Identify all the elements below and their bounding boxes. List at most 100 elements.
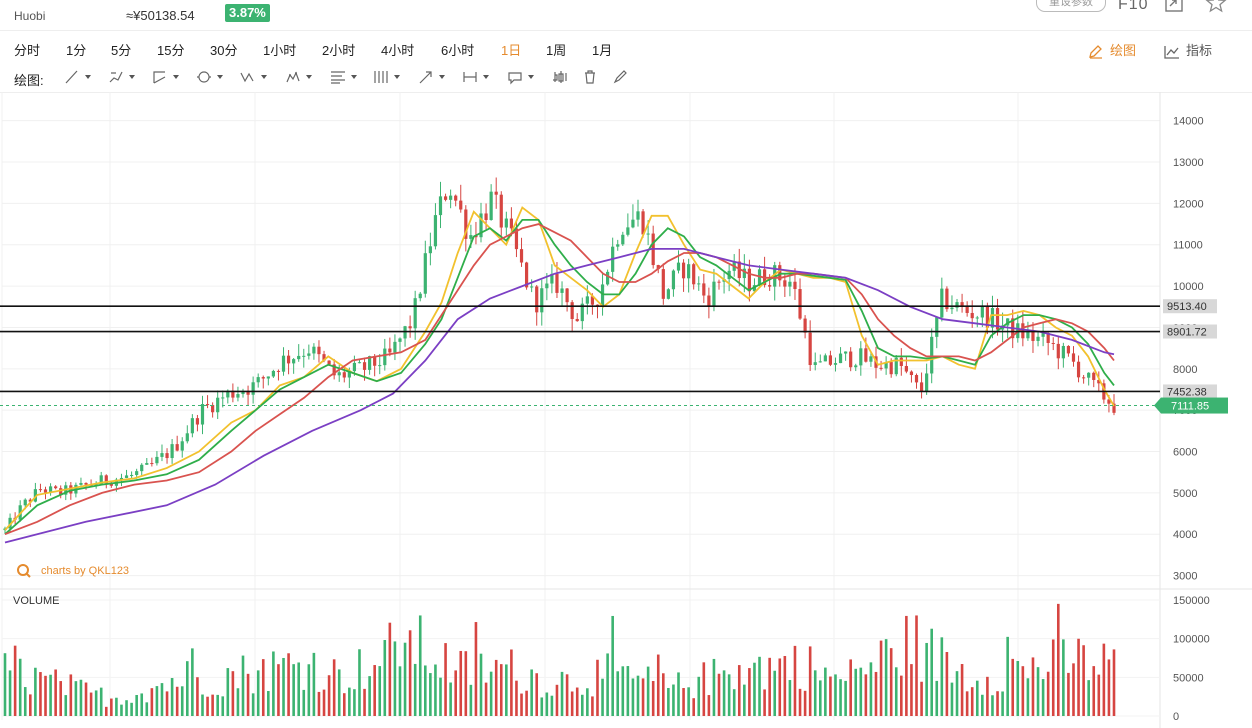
arrow-tool-icon[interactable] (418, 69, 448, 85)
volume-bar (484, 682, 488, 716)
volume-bar (1062, 639, 1065, 716)
volume-bar (824, 667, 827, 716)
volume-bar (479, 653, 483, 716)
candle-body (342, 372, 346, 378)
volume-bar (44, 675, 47, 716)
volume-bar (773, 670, 777, 716)
candle-body (251, 382, 255, 395)
volume-bar (104, 706, 108, 716)
volume-bar (1021, 666, 1025, 716)
candlestick-chart[interactable]: 3000400050006000700080009000100001100012… (0, 92, 1252, 728)
volume-bar (813, 670, 817, 716)
brush-icon[interactable] (612, 69, 628, 85)
wave-tool-icon[interactable] (240, 69, 270, 85)
candle-body (570, 302, 574, 320)
period-tab-2[interactable]: 5分 (111, 43, 132, 58)
f10-button[interactable]: F10 (1118, 0, 1149, 13)
volume-bar (894, 667, 898, 716)
volume-bar (79, 679, 83, 716)
candle-body (388, 348, 392, 353)
period-tab-8[interactable]: 6小时 (441, 43, 475, 58)
volume-bar (140, 693, 144, 716)
chart-area[interactable]: 3000400050006000700080009000100001100012… (0, 92, 1252, 728)
reset-params-button[interactable]: 重设参数 (1036, 0, 1106, 12)
price-axis-label: 10000 (1173, 281, 1204, 293)
candle-body (919, 382, 924, 392)
period-tab-9[interactable]: 1日 (501, 43, 522, 58)
volume-bar (39, 672, 42, 716)
measure-tool-icon[interactable] (462, 69, 492, 85)
volume-bar (889, 648, 893, 716)
volume-bar (753, 662, 756, 716)
draw-toggle-button[interactable]: 绘图 (1088, 40, 1136, 59)
period-tab-6[interactable]: 2小时 (322, 43, 356, 58)
volume-bar (1026, 678, 1030, 716)
volume-bar (277, 664, 280, 716)
volume-bar (317, 691, 321, 716)
circle-tool-icon[interactable] (196, 69, 226, 85)
trash-icon[interactable] (582, 69, 598, 85)
candle-body (717, 281, 721, 283)
pattern-tool-icon[interactable] (285, 69, 315, 85)
volume-bar (54, 669, 57, 716)
period-tab-4[interactable]: 30分 (210, 43, 238, 58)
channel-tool-icon[interactable] (152, 69, 182, 85)
candle-body (438, 196, 443, 216)
period-tab-10[interactable]: 1周 (546, 43, 567, 58)
volume-bar (662, 673, 665, 716)
volume-bar (499, 664, 503, 716)
volume-bar (449, 682, 452, 716)
period-tab-11[interactable]: 1月 (592, 43, 613, 58)
volume-bar (1011, 658, 1015, 716)
candle-body (788, 281, 792, 287)
candle-body (327, 360, 331, 365)
volume-bar (418, 615, 422, 716)
volume-bar (292, 664, 295, 716)
volume-bar (489, 671, 493, 716)
period-tab-7[interactable]: 4小时 (381, 43, 415, 58)
indicator-toggle-button[interactable]: 指标 (1164, 40, 1212, 59)
candle-body (894, 357, 898, 375)
candle-body (975, 317, 979, 319)
expand-icon[interactable] (1164, 0, 1184, 12)
volume-bar (206, 696, 209, 716)
volume-bar (469, 684, 473, 716)
volume-bar (327, 675, 331, 716)
volume-bar (712, 658, 716, 716)
candle-body (1076, 361, 1081, 378)
candle-body (565, 288, 569, 303)
period-tab-0[interactable]: 分时 (14, 43, 41, 58)
volume-bar (216, 694, 219, 716)
volume-bar (180, 686, 184, 716)
favorite-star-icon[interactable] (1205, 0, 1227, 13)
candle-body (165, 453, 169, 459)
period-tab-1[interactable]: 1分 (66, 43, 87, 58)
volume-bar (474, 622, 478, 716)
candle-body (524, 262, 529, 288)
volume-bar (641, 678, 645, 716)
volume-bar (839, 679, 842, 716)
candle-body (631, 219, 635, 228)
period-tab-5[interactable]: 1小时 (263, 43, 297, 58)
candle-body (383, 348, 387, 366)
volume-bar (393, 641, 397, 716)
gann-tool-icon[interactable] (373, 69, 403, 85)
candle-tool-icon[interactable] (552, 69, 568, 85)
pen-tool-icon[interactable] (108, 69, 138, 85)
line-tool-icon[interactable] (64, 69, 94, 85)
change-badge: 3.87% (225, 4, 270, 22)
volume-bar (677, 672, 680, 716)
fibonacci-tool-icon[interactable] (330, 69, 360, 85)
volume-bar (191, 648, 194, 716)
volume-bar (29, 694, 32, 716)
candle-body (702, 283, 706, 296)
comment-tool-icon[interactable] (507, 69, 537, 85)
indicator-chart-icon (1164, 45, 1179, 59)
volume-bar (256, 670, 260, 716)
volume-bar (439, 677, 442, 716)
period-tab-3[interactable]: 15分 (157, 43, 185, 58)
volume-bar (34, 667, 37, 716)
volume-bar (717, 673, 721, 716)
current-price-badge (1161, 397, 1228, 414)
price-axis-label: 13000 (1173, 157, 1204, 169)
